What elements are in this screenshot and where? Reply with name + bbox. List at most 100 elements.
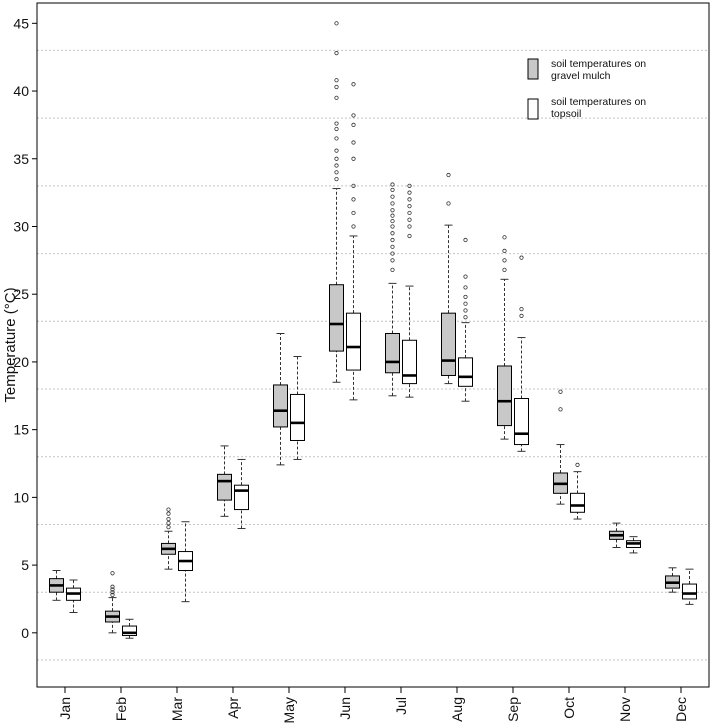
outlier-gravel-jun [334,126,339,132]
outlier-gravel-oct [558,389,563,394]
outlier-gravel-jul [390,182,395,187]
y-tick-label: 45 [13,15,29,31]
outlier-topsoil-aug [463,301,468,306]
outlier-gravel-aug [446,201,451,206]
box-topsoil-aug [458,357,473,387]
outlier-topsoil-jul [407,210,412,216]
outlier-gravel-jun [334,148,339,153]
outlier-topsoil-aug [463,308,468,313]
outlier-topsoil-aug [463,274,468,279]
outlier-gravel-jul [390,187,395,193]
outlier-topsoil-jul [407,204,412,209]
box-topsoil-jul [402,339,417,385]
legend-label-topsoil-line1: soil temperatures on [551,96,646,108]
outlier-gravel-jun [334,51,339,56]
box-topsoil-oct [570,492,585,513]
outlier-topsoil-jul [407,233,412,239]
x-tick-label-jun: Jun [337,697,353,720]
box-gravel-jun [329,284,344,352]
outlier-topsoil-jun [351,122,356,128]
x-tick-label-may: May [281,697,297,723]
outlier-gravel-feb [110,592,115,597]
outlier-gravel-jul [390,251,395,256]
x-tick-label-feb: Feb [113,697,129,721]
y-tick-label: 30 [13,218,29,234]
outlier-topsoil-aug [463,294,468,300]
y-tick-label: 15 [13,422,29,438]
outlier-gravel-jun [334,170,339,175]
outlier-topsoil-aug [463,285,468,290]
outlier-gravel-sep [502,235,507,240]
plot-frame [36,2,710,688]
x-tick-label-jan: Jan [57,697,73,720]
outlier-gravel-jun [334,21,339,26]
outlier-gravel-feb [110,590,115,595]
box-topsoil-may [290,393,305,441]
outlier-topsoil-jun [351,197,356,202]
outlier-gravel-sep [502,267,507,272]
outlier-gravel-sep [502,258,507,263]
outlier-gravel-feb [110,584,115,589]
box-topsoil-feb [122,625,137,637]
outlier-topsoil-jun [351,210,356,216]
box-gravel-sep [497,365,512,427]
outlier-topsoil-jun [351,156,356,161]
box-gravel-aug [441,312,456,376]
legend-label-gravel-line1: soil temperatures on [551,58,646,70]
outlier-topsoil-jul [407,183,412,188]
y-tick-label: 5 [21,557,29,573]
outlier-gravel-mar [166,511,171,516]
outlier-topsoil-jul [407,217,412,222]
outlier-gravel-jun [334,163,339,168]
y-tick-label: 10 [13,489,29,505]
outlier-gravel-feb [110,587,115,592]
x-tick-label-sep: Sep [505,697,521,722]
outlier-topsoil-sep [519,307,524,312]
outlier-gravel-jun [334,78,339,83]
outlier-gravel-jun [334,176,339,182]
outlier-gravel-aug [446,172,451,178]
legend-swatch-gravel [527,58,539,80]
outlier-gravel-jun [334,156,339,161]
outlier-topsoil-jun [351,82,356,87]
outlier-topsoil-jun [351,140,356,145]
outlier-topsoil-jul [407,224,412,229]
outlier-gravel-mar [166,525,171,530]
x-tick-label-apr: Apr [225,697,241,719]
outlier-gravel-jun [334,136,339,141]
box-gravel-may [273,384,288,428]
y-tick-label: 40 [13,83,29,99]
outlier-gravel-jul [390,224,395,229]
outlier-gravel-jul [390,237,395,243]
outlier-gravel-mar [166,516,171,522]
outlier-topsoil-oct [575,462,580,467]
outlier-gravel-jul [390,258,395,263]
outlier-topsoil-jul [407,190,412,195]
outlier-gravel-jul [390,208,395,213]
legend-label-topsoil-line2: topsoil [551,108,581,120]
outlier-gravel-jul [390,218,395,224]
outlier-topsoil-sep [519,255,524,260]
legend-label-gravel-line2: gravel mulch [551,70,611,82]
outlier-topsoil-jun [351,224,356,229]
outlier-topsoil-jul [407,197,412,202]
x-tick-label-mar: Mar [169,697,185,721]
outlier-gravel-jul [390,194,395,199]
outlier-topsoil-aug [463,237,468,243]
outlier-gravel-jun [334,95,339,100]
outlier-topsoil-jun [351,183,356,188]
y-tick-label: 0 [21,625,29,641]
box-topsoil-sep [514,398,529,446]
box-gravel-apr [217,473,232,501]
outlier-gravel-jul [390,244,395,249]
outlier-gravel-jul [390,213,395,218]
outlier-gravel-mar [166,521,171,526]
outlier-topsoil-aug [463,315,468,320]
x-tick-label-aug: Aug [449,697,465,722]
outlier-gravel-jul [390,231,395,236]
box-topsoil-jun [346,312,361,371]
outlier-gravel-jun [334,121,339,126]
y-tick-label: 35 [13,151,29,167]
outlier-gravel-oct [558,407,563,412]
y-tick-label: 25 [13,286,29,302]
